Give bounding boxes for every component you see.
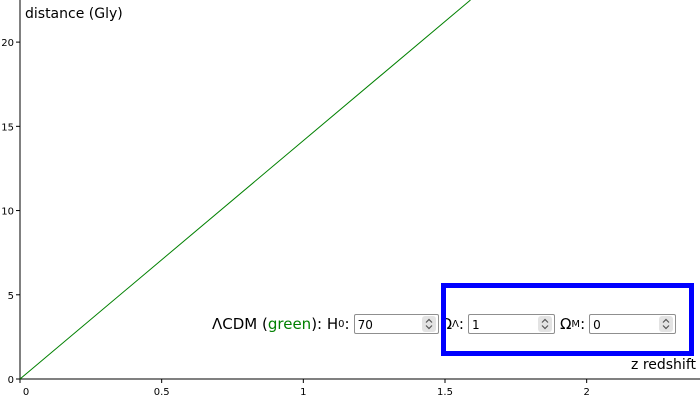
model-label-prefix: ΛCDM (: [212, 315, 268, 333]
omega-m-input[interactable]: [590, 316, 657, 334]
highlight-box: [441, 283, 694, 356]
y-tick-label: 5: [8, 291, 14, 302]
omega-lambda-colon: :: [458, 315, 464, 333]
omega-lambda-label: Ω: [440, 315, 453, 333]
h0-colon: :: [344, 315, 350, 333]
series-line: [19, 0, 471, 380]
spinner-arrows-icon: [662, 318, 670, 330]
x-tick-label: 2: [583, 387, 589, 398]
y-tick-label: 10: [1, 207, 14, 218]
omega-m-label: Ω: [559, 315, 572, 333]
x-tick-label: 0: [23, 387, 29, 398]
y-axis-label: distance (Gly): [25, 6, 123, 22]
spinner-arrows-icon: [541, 318, 549, 330]
x-tick-label: 1: [300, 387, 306, 398]
x-tick-label: 1.5: [437, 387, 453, 398]
omega-lambda-input-box[interactable]: [467, 314, 555, 334]
h0-input-box[interactable]: [353, 314, 439, 334]
y-tick-label: 15: [1, 122, 14, 133]
omega-lambda-input[interactable]: [468, 316, 535, 334]
model-color-word: green: [267, 315, 312, 333]
h0-label: ): H: [311, 315, 339, 333]
x-axis-label: z redshift: [631, 357, 696, 373]
omega-m-spinner[interactable]: [659, 316, 674, 332]
omega-m-input-box[interactable]: [589, 314, 677, 334]
h0-spinner[interactable]: [421, 316, 436, 332]
omega-lambda-spinner[interactable]: [537, 316, 552, 332]
h0-input[interactable]: [354, 316, 419, 334]
omega-m-subscript: M: [571, 318, 581, 330]
model-controls: ΛCDM (green): H0: ΩΛ: ΩM:: [212, 311, 677, 337]
h0-subscript: 0: [338, 318, 345, 330]
omega-lambda-subscript: Λ: [452, 318, 459, 330]
x-tick-label: 0.5: [154, 387, 170, 398]
spinner-arrows-icon: [425, 318, 433, 330]
y-tick-label: 20: [1, 38, 14, 49]
y-tick-label: 0: [8, 375, 14, 386]
omega-m-colon: :: [580, 315, 586, 333]
